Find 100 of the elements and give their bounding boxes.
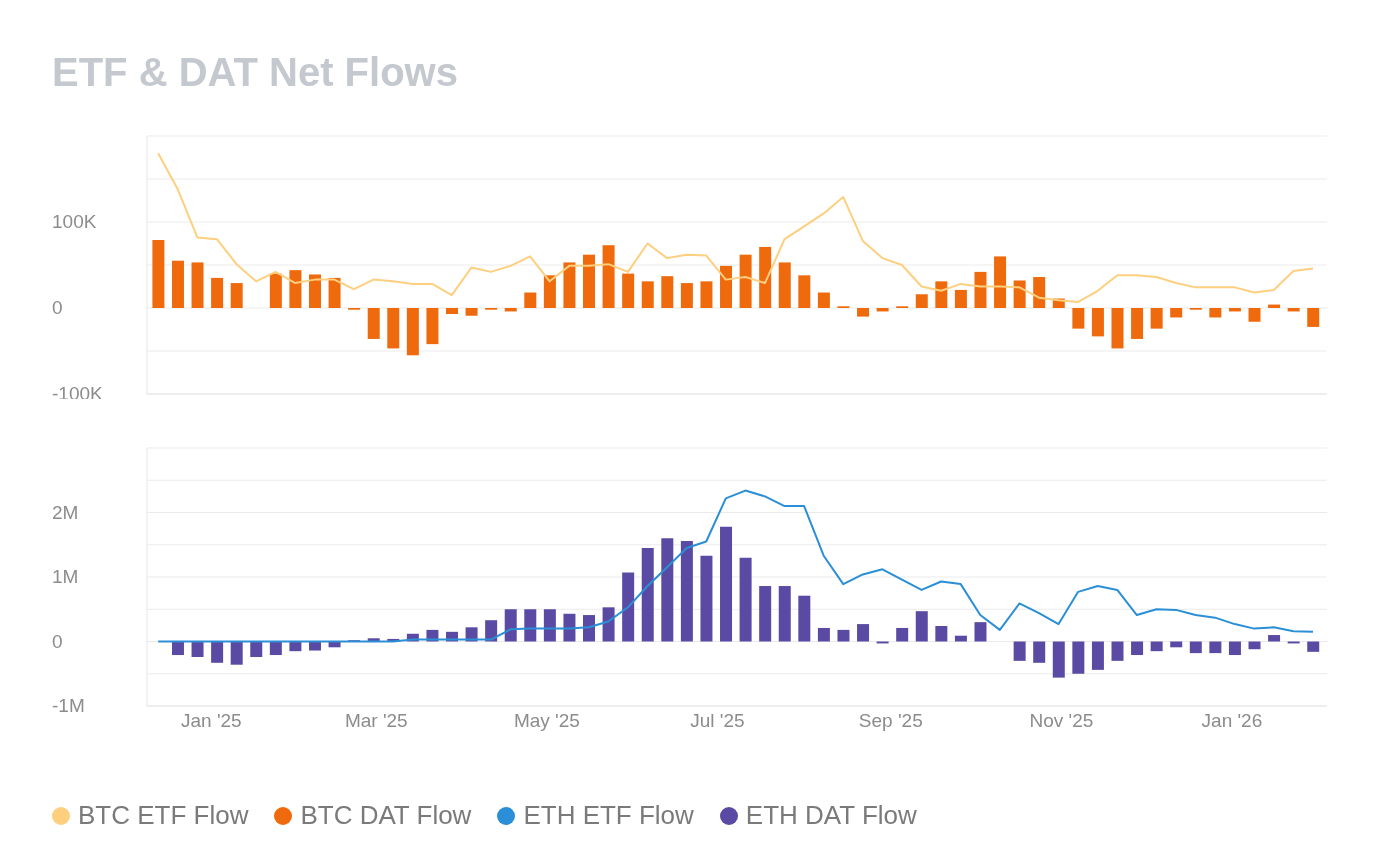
bar xyxy=(524,609,537,642)
bar xyxy=(896,627,909,642)
bar xyxy=(1033,277,1046,308)
bar xyxy=(1111,308,1124,349)
bar xyxy=(739,557,752,642)
bar xyxy=(563,262,576,308)
bar xyxy=(641,547,654,642)
bar xyxy=(485,620,498,642)
x-tick-label: May '25 xyxy=(513,710,580,732)
bar xyxy=(1307,641,1320,652)
bar xyxy=(1033,641,1046,663)
bar xyxy=(935,281,948,308)
bar xyxy=(974,271,987,308)
bar xyxy=(857,308,870,317)
bar xyxy=(1248,308,1261,322)
bar xyxy=(465,308,478,316)
bar xyxy=(798,275,811,308)
bar xyxy=(446,308,458,315)
bar xyxy=(230,283,243,308)
bar xyxy=(328,277,341,308)
bar xyxy=(915,611,928,642)
bar xyxy=(171,260,184,308)
bar xyxy=(583,254,596,308)
bar xyxy=(1091,308,1104,337)
bar xyxy=(1131,308,1144,339)
legend-label: ETH ETF Flow xyxy=(523,800,694,831)
bar xyxy=(817,292,830,308)
bar xyxy=(720,265,733,308)
y-tick-label: 2M xyxy=(52,501,79,523)
x-tick-label: Jan '25 xyxy=(180,710,242,732)
bar xyxy=(543,275,556,308)
x-tick-label: Sep '25 xyxy=(858,710,923,732)
bar xyxy=(817,627,830,642)
bar xyxy=(720,526,733,642)
line-series xyxy=(157,489,1315,643)
bar xyxy=(524,292,537,308)
y-tick-label: 0 xyxy=(52,630,63,652)
bar xyxy=(778,586,791,642)
bar xyxy=(1209,308,1222,318)
bar xyxy=(387,308,400,349)
bar xyxy=(406,308,419,356)
bar xyxy=(367,308,380,339)
bar xyxy=(622,572,635,642)
bar xyxy=(1170,308,1183,318)
bar xyxy=(661,276,674,308)
bar xyxy=(915,294,928,308)
legend-label: BTC ETF Flow xyxy=(78,800,249,831)
bar xyxy=(798,595,811,642)
bar xyxy=(1072,641,1085,674)
bar xyxy=(426,308,439,345)
bar xyxy=(661,538,674,642)
bar xyxy=(622,273,635,308)
bar xyxy=(739,254,752,308)
y-tick-label: 100K xyxy=(52,211,97,232)
bar xyxy=(602,245,615,308)
bar xyxy=(1111,641,1124,661)
bar xyxy=(759,586,772,642)
bar xyxy=(759,246,772,308)
legend-label: BTC DAT Flow xyxy=(300,800,472,831)
bar xyxy=(680,540,693,642)
bar xyxy=(1013,641,1026,661)
bar xyxy=(1307,308,1320,327)
bar xyxy=(935,626,948,642)
bar xyxy=(1228,641,1241,656)
bar xyxy=(602,607,615,642)
bar xyxy=(504,609,517,642)
bar xyxy=(191,262,204,308)
bar xyxy=(1131,641,1144,656)
bar xyxy=(211,641,224,663)
chart-title: ETF & DAT Net Flows xyxy=(52,50,458,95)
bar xyxy=(1072,308,1085,329)
bar xyxy=(700,281,713,308)
legend-label: ETH DAT Flow xyxy=(745,800,917,831)
bar xyxy=(563,613,576,642)
bar xyxy=(269,273,282,308)
bar xyxy=(1150,308,1163,329)
bar xyxy=(994,256,1007,308)
bar xyxy=(641,281,654,308)
y-tick-label: 0 xyxy=(52,297,63,318)
bar xyxy=(1189,641,1202,654)
bar xyxy=(1209,641,1222,654)
bar xyxy=(1150,641,1163,652)
bar xyxy=(1268,635,1281,642)
bar xyxy=(680,283,693,308)
x-tick-label: Mar '25 xyxy=(344,710,408,732)
bar xyxy=(289,270,302,308)
x-tick-label: Jul '25 xyxy=(690,710,745,732)
bar xyxy=(954,635,967,642)
bar xyxy=(230,641,243,665)
bar xyxy=(700,555,713,642)
x-tick-label: Jan '26 xyxy=(1201,710,1263,732)
bar xyxy=(543,609,556,642)
bar xyxy=(211,277,224,308)
bar xyxy=(583,615,596,642)
bar xyxy=(857,624,870,642)
bar xyxy=(152,240,165,308)
bar xyxy=(308,274,321,308)
bar xyxy=(778,262,791,308)
bar xyxy=(974,622,987,642)
bar xyxy=(1248,641,1261,650)
